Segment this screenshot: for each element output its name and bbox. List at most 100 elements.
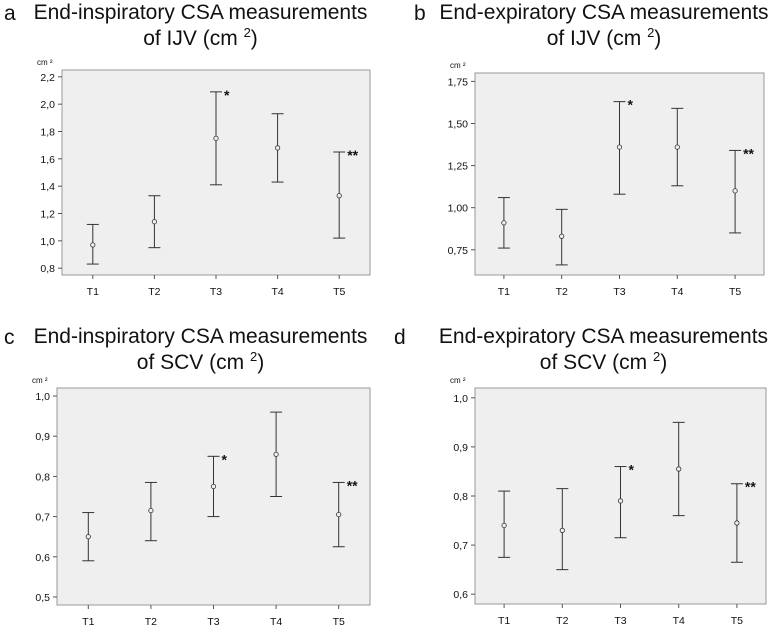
x-tick-label: T1 xyxy=(498,615,510,627)
x-tick-label: T5 xyxy=(333,616,345,628)
title-line-2-post: ) xyxy=(250,27,258,50)
title-line-2-pre: of IJV (cm xyxy=(143,27,238,50)
mean-point xyxy=(210,483,217,490)
y-tick-label: 1,6 xyxy=(40,154,55,166)
panel-c: c End-inspiratory CSA measurements of SC… xyxy=(0,316,389,631)
title-line-2-pre: of SCV (cm xyxy=(539,351,648,374)
title-line-2-post: ) xyxy=(660,351,668,374)
x-tick-label: T5 xyxy=(729,286,741,298)
x-tick-label: T2 xyxy=(556,286,568,298)
panel-letter: d xyxy=(394,326,406,349)
chart-c: cm ²0,50,60,70,80,91,0T1 T2 T3 T4 T5*** xyxy=(32,376,371,628)
y-tick-label: 2,2 xyxy=(40,72,55,84)
chart-title: End-inspiratory CSA measurements of SCV … xyxy=(28,324,373,376)
title-superscript: 2 xyxy=(652,349,661,364)
y-tick-label: 0,6 xyxy=(453,589,468,601)
mean-point xyxy=(674,144,680,150)
mean-point xyxy=(676,466,682,472)
y-tick-label: 1,2 xyxy=(40,209,55,221)
panel-letter: c xyxy=(4,326,15,349)
y-tick-label: 1,00 xyxy=(448,203,469,215)
title-line-2: of IJV (cm 2) xyxy=(28,26,373,52)
title-line-1: End-expiratory CSA measurements xyxy=(439,1,769,24)
title-line-2: of SCV (cm 2) xyxy=(429,350,778,376)
y-tick-label: 1,4 xyxy=(40,181,55,193)
title-line-2: of SCV (cm 2) xyxy=(28,350,373,376)
panel-letter: b xyxy=(414,2,426,25)
y-tick-label: 0,5 xyxy=(35,592,50,604)
mean-point xyxy=(336,511,342,518)
mean-point xyxy=(734,520,740,526)
x-tick-label: T3 xyxy=(613,286,625,298)
y-tick-label: 0,8 xyxy=(453,491,468,503)
title-line-2-pre: of SCV (cm xyxy=(136,351,245,374)
x-tick-label: T4 xyxy=(673,615,685,627)
mean-point xyxy=(617,498,624,504)
title-superscript: 2 xyxy=(647,25,655,40)
mean-point xyxy=(559,233,565,239)
panel-a: a End-inspiratory CSA measurements of IJ… xyxy=(0,0,389,316)
y-tick-label: 1,50 xyxy=(448,119,469,131)
significance-marker: ** xyxy=(347,477,358,493)
mean-point xyxy=(213,135,219,141)
y-tick-label: 1,75 xyxy=(448,76,469,88)
y-unit-label: cm ² xyxy=(450,376,466,385)
y-tick-label: 0,9 xyxy=(453,442,468,454)
x-tick-label: T2 xyxy=(556,615,568,627)
mean-point xyxy=(90,242,96,248)
y-tick-label: 1,0 xyxy=(35,391,50,403)
significance-marker: * xyxy=(222,451,228,467)
y-tick-label: 1,25 xyxy=(448,161,469,173)
y-tick-label: 1,0 xyxy=(453,393,468,405)
significance-marker: ** xyxy=(347,147,358,163)
panel-letter: a xyxy=(4,2,16,25)
y-unit-label: cm ² xyxy=(32,376,48,385)
chart-d: cm ²0,60,70,80,91,0T1 T2 T3 T4 T5*** xyxy=(450,376,767,627)
mean-point xyxy=(274,145,281,151)
significance-marker: ** xyxy=(743,145,754,161)
mean-point xyxy=(85,534,91,540)
title-line-1: End-inspiratory CSA measurements xyxy=(33,325,368,348)
mean-point xyxy=(616,144,623,150)
y-tick-label: 0,9 xyxy=(35,431,50,443)
title-line-2-post: ) xyxy=(257,351,265,374)
x-tick-label: T4 xyxy=(270,616,282,628)
y-tick-label: 0,6 xyxy=(35,552,50,564)
panel-d: d End-expiratory CSA measurements of SCV… xyxy=(389,316,778,631)
x-tick-label: T5 xyxy=(333,286,345,298)
x-tick-label: T1 xyxy=(87,286,99,298)
mean-point xyxy=(559,527,565,533)
significance-marker: * xyxy=(629,462,635,478)
y-tick-label: 0,8 xyxy=(40,263,55,275)
y-tick-label: 2,0 xyxy=(40,99,55,111)
title-line-2-pre: of IJV (cm xyxy=(546,27,642,50)
significance-marker: * xyxy=(224,87,230,103)
y-tick-label: 1,8 xyxy=(40,127,55,139)
panel-b: b End-expiratory CSA measurements of IJV… xyxy=(389,0,778,316)
mean-point xyxy=(336,193,342,199)
title-line-1: End-expiratory CSA measurements xyxy=(438,325,769,348)
mean-point xyxy=(148,507,154,514)
chart-title: End-expiratory CSA measurements of SCV (… xyxy=(429,324,778,376)
x-tick-label: T3 xyxy=(614,615,626,627)
chart-a: cm ²0,81,01,21,41,61,82,02,2T1 T2 T3 T4 T5**… xyxy=(37,58,371,298)
chart-title: End-inspiratory CSA measurements of IJV … xyxy=(28,0,373,52)
y-tick-label: 0,7 xyxy=(453,540,468,552)
y-tick-label: 1,0 xyxy=(40,236,55,248)
mean-point xyxy=(501,522,507,529)
title-superscript: 2 xyxy=(243,25,251,40)
title-superscript: 2 xyxy=(249,349,258,364)
y-tick-label: 0,7 xyxy=(35,512,50,524)
title-line-1: End-inspiratory CSA measurements xyxy=(33,1,368,24)
mean-point xyxy=(151,219,157,225)
chart-title: End-expiratory CSA measurements of IJV (… xyxy=(434,0,774,52)
x-tick-label: T4 xyxy=(271,286,283,298)
y-unit-label: cm ² xyxy=(450,61,466,70)
y-tick-label: 0,8 xyxy=(35,471,50,483)
y-tick-label: 0,75 xyxy=(448,245,469,257)
title-line-2-post: ) xyxy=(654,27,662,50)
x-tick-label: T3 xyxy=(207,616,219,628)
x-tick-label: T3 xyxy=(210,286,222,298)
significance-marker: * xyxy=(628,97,634,113)
